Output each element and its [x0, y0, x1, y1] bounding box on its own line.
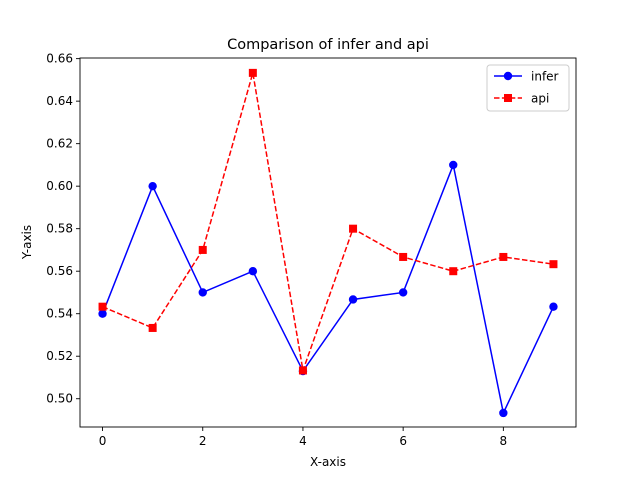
data-point-infer-3	[248, 267, 258, 276]
y-tick-label: 0.50	[46, 392, 73, 406]
legend: infer api	[486, 64, 570, 112]
x-tick-label: 8	[500, 434, 508, 448]
data-point-api-7	[449, 267, 458, 276]
data-point-infer-2	[198, 288, 207, 297]
data-point-api-4	[298, 366, 307, 375]
data-point-infer-6	[398, 288, 408, 297]
x-tick-label: 0	[99, 434, 107, 448]
chart-title: Comparison of infer and api	[227, 37, 429, 53]
y-tick-label: 0.54	[46, 307, 73, 321]
y-tick-label: 0.66	[46, 52, 73, 66]
data-point-api-3	[248, 68, 257, 77]
legend-label-infer: infer	[531, 70, 559, 84]
plot-area: 0 2 4 6 8 0.50 0.52 0.54 0.56 0.58 0.60 0.62 0.64 0.6…	[46, 52, 577, 448]
y-tick-label: 0.52	[46, 349, 73, 363]
y-tick-label: 0.56	[46, 264, 73, 278]
series-line-api	[102, 72, 554, 374]
legend-marker-api	[504, 94, 512, 102]
axes-frame	[79, 57, 577, 428]
data-point-infer-1	[148, 181, 157, 191]
x-tick-label: 6	[399, 434, 407, 448]
series-line-infer	[101, 162, 555, 416]
data-point-infer-0	[98, 309, 107, 318]
legend-label-api: api	[531, 92, 549, 106]
x-axis-title: X-axis	[310, 455, 346, 469]
data-point-api-9	[549, 260, 558, 269]
x-tick-label: 2	[199, 434, 207, 448]
data-point-api-1	[148, 323, 157, 332]
y-tick-label: 0.60	[46, 179, 73, 193]
data-point-infer-5	[348, 295, 358, 304]
x-tick-label: 4	[299, 434, 307, 448]
legend-marker-infer	[503, 71, 513, 81]
y-tick-label: 0.62	[46, 137, 73, 151]
data-point-infer-8	[499, 408, 508, 418]
y-tick-label: 0.64	[46, 94, 73, 108]
y-axis-title: Y-axis	[20, 225, 34, 260]
data-point-api-5	[349, 224, 358, 233]
data-point-api-8	[499, 252, 508, 261]
data-point-api-0	[98, 302, 107, 311]
data-point-infer-9	[549, 302, 558, 311]
data-point-infer-7	[449, 160, 458, 170]
y-tick-label: 0.58	[46, 222, 73, 236]
data-point-api-6	[399, 252, 408, 261]
data-point-api-2	[198, 245, 207, 254]
